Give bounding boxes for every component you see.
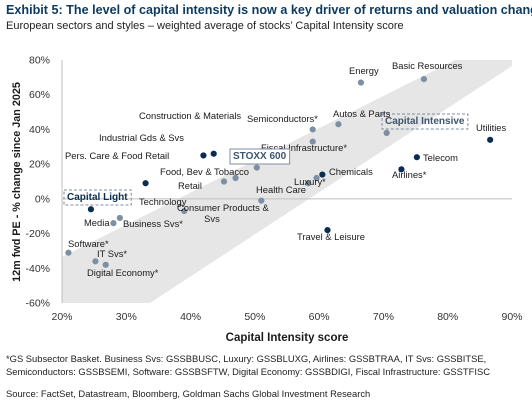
data-label: Consumer Products & [177, 202, 269, 213]
data-point [357, 79, 365, 86]
data-label: Basic Resources [392, 60, 463, 71]
data-label: Digital Economy* [87, 267, 159, 278]
data-label: Technology [139, 196, 187, 207]
data-point [305, 180, 312, 187]
x-tick-label: 20% [51, 311, 72, 323]
x-tick-label: 30% [116, 311, 137, 323]
data-point [309, 126, 316, 133]
data-point [309, 138, 316, 145]
y-tick-labels: -60% -40% -20% 0% 20% 40% 60% 80% [25, 55, 50, 310]
data-label: STOXX 600 [233, 151, 287, 162]
data-label: Media [84, 217, 110, 228]
data-point [200, 152, 207, 159]
y-axis-title: 12m fwd PE - % change since Jan 2025 [11, 82, 23, 282]
data-point [383, 129, 390, 136]
chart-subtitle: European sectors and styles – weighted a… [6, 20, 404, 32]
data-point [398, 166, 405, 173]
y-tick-label: 20% [29, 159, 50, 171]
data-label: Health Care [256, 184, 306, 195]
x-tick-label: 40% [180, 311, 201, 323]
label-box [63, 189, 132, 206]
source-note: Source: FactSet, Datastream, Bloomberg, … [6, 388, 371, 399]
data-label: Travel & Leisure [297, 231, 365, 242]
data-point [335, 121, 342, 128]
data-label: IT Svs* [97, 248, 127, 259]
scatter-chart: 20% 30% 40% 50% 60% 70% 80% 90% -60% -40% -20% 0% 2… [11, 55, 523, 345]
capital-intensity-band [62, 60, 512, 303]
x-tick-label: 50% [244, 311, 265, 323]
data-label: Retail [178, 180, 202, 191]
data-point [92, 258, 99, 265]
data-label: Energy [349, 65, 379, 76]
data-label: Pers. Care & Food Retail [65, 150, 169, 161]
label-box [229, 148, 291, 165]
label-box [381, 113, 469, 130]
data-point [65, 249, 72, 256]
y-tick-label: 60% [29, 89, 50, 101]
y-tick-label: -60% [25, 298, 50, 310]
data-point [181, 207, 188, 215]
y-tick-label: -20% [25, 228, 50, 240]
data-label: Industrial Gds & Svs [99, 132, 184, 143]
y-tick-label: 40% [29, 124, 50, 136]
data-point [210, 150, 217, 157]
x-tick-label: 70% [373, 311, 394, 323]
footnote: *GS Subsector Basket. Business Svs: GSSB… [6, 353, 490, 378]
data-point [253, 164, 260, 171]
data-point [324, 227, 331, 234]
y-tick-label: -40% [25, 263, 50, 275]
data-label: Business Svs* [123, 218, 183, 229]
x-tick-label: 90% [501, 311, 522, 323]
data-label: Fiscal Infrastructure* [261, 142, 347, 153]
data-labels: Energy Basic Resources Utilities Capital In… [63, 60, 507, 278]
data-label: Telecom [423, 152, 458, 163]
data-point [232, 174, 239, 182]
data-point [313, 174, 320, 182]
x-axis-title: Capital Intensity score [226, 332, 349, 344]
data-point [102, 261, 109, 268]
data-label-line2: Svs [204, 213, 220, 224]
data-point [258, 197, 265, 204]
data-point [116, 214, 123, 222]
data-label: Construction & Materials [139, 110, 241, 121]
data-label: Capital Light [67, 192, 128, 203]
data-point [420, 75, 428, 83]
data-label: Capital Intensive [385, 116, 465, 127]
data-point [487, 136, 494, 143]
data-label: Luxury* [294, 176, 326, 187]
y-tick-label: 80% [29, 55, 50, 67]
data-label: Software* [68, 238, 109, 249]
data-point [142, 180, 149, 187]
data-point [110, 220, 117, 227]
data-label: Semiconductors* [247, 113, 318, 124]
data-label: Utilities [476, 122, 507, 133]
data-point [413, 154, 420, 161]
chart-title: Exhibit 5: The level of capital intensit… [6, 3, 532, 17]
data-point [220, 178, 228, 185]
y-tick-label: 0% [35, 193, 50, 205]
data-label: Autos & Parts [333, 108, 391, 119]
x-tick-label: 60% [309, 311, 330, 323]
data-point [87, 206, 95, 213]
data-point [319, 171, 326, 178]
data-label: Food, Bev & Tobacco [160, 166, 249, 177]
data-label: Airlines* [392, 169, 427, 180]
x-tick-labels: 20% 30% 40% 50% 60% 70% 80% 90% [51, 311, 522, 323]
x-tick-label: 80% [437, 311, 458, 323]
data-points [65, 75, 494, 268]
data-label: Chemicals [329, 166, 373, 177]
